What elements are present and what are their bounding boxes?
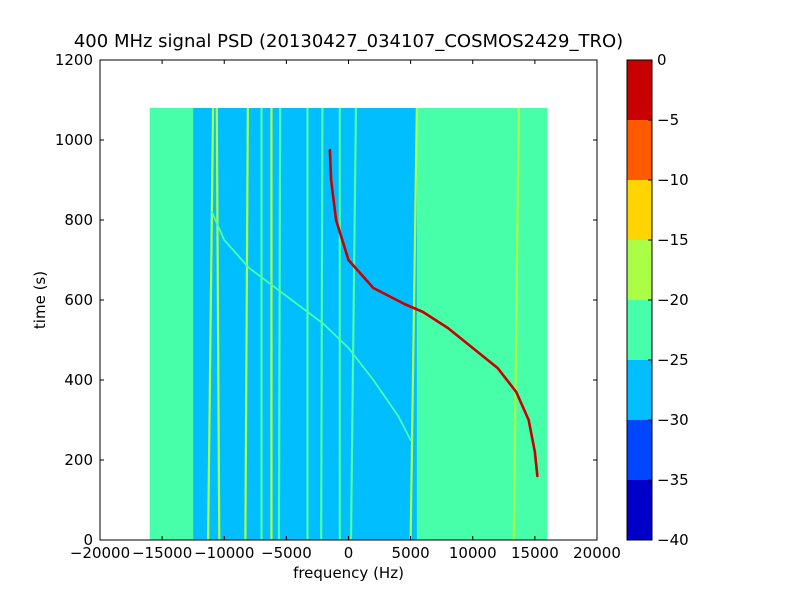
y-tick-label-1000: 1000	[55, 131, 93, 149]
vertical-signal-line-3	[244, 107, 249, 541]
vertical-signal-line-8	[320, 107, 324, 541]
colorbar-tick-label-7: −5	[657, 111, 679, 129]
x-tick-label--5000: −5000	[261, 544, 312, 562]
colorbar-segment-2	[627, 420, 652, 480]
plot-layer	[100, 60, 597, 541]
colorbar-segment-3	[627, 360, 652, 420]
x-tick-label--10000: −10000	[194, 544, 254, 562]
signal-track-2	[210, 211, 412, 441]
x-tick-label-15000: 15000	[511, 544, 559, 562]
x-tick-label-0: 0	[344, 544, 354, 562]
colorbar-layer: −40 −35 −30 −25 −20 −15 −10 −5 0	[626, 51, 689, 549]
x-tick-label--15000: −15000	[132, 544, 192, 562]
vertical-signal-line-12	[505, 107, 509, 541]
y-tick-label-400: 400	[64, 371, 93, 389]
colorbar-tick-label-3: −25	[657, 351, 689, 369]
y-tick-label-800: 800	[64, 211, 93, 229]
x-tick-label-10000: 10000	[449, 544, 497, 562]
y-axis-label: time (s)	[31, 271, 49, 329]
y-tick-label-1200: 1200	[55, 51, 93, 69]
signal-track-1	[328, 148, 539, 478]
vertical-signal-line-1	[206, 107, 215, 541]
colorbar-tick-label-2: −30	[657, 411, 689, 429]
colorbar-segment-4	[627, 300, 652, 360]
x-axis-label: frequency (Hz)	[293, 564, 404, 582]
x-tick-label-5000: 5000	[392, 544, 430, 562]
vertical-signal-line-13	[512, 107, 520, 541]
y-tick-label-0: 0	[83, 531, 93, 549]
colorbar-tick-label-6: −10	[657, 171, 689, 189]
colorbar-tick-label-0: −40	[657, 531, 689, 549]
vertical-signal-line-11	[409, 107, 418, 541]
vertical-signal-line-6	[277, 107, 282, 541]
colorbar-tick-label-5: −15	[657, 231, 689, 249]
axis-layer: −20000 −15000 −10000 −5000 0 5000 10000 15000 20…	[55, 51, 621, 562]
colorbar-segment-7	[627, 120, 652, 180]
colorbar-segment-8	[627, 60, 652, 120]
colorbar-segment-6	[627, 180, 652, 240]
x-tick-label--20000: −20000	[70, 544, 130, 562]
colorbar-tick-label-1: −35	[657, 471, 689, 489]
heatmap-inner-band	[193, 108, 417, 540]
x-tick-label-20000: 20000	[573, 544, 621, 562]
colorbar-tick-label-8: 0	[657, 51, 667, 69]
y-tick-label-600: 600	[64, 291, 93, 309]
colorbar-segment-5	[627, 240, 652, 300]
vertical-signal-line-2	[215, 107, 221, 541]
colorbar-segment-1	[627, 480, 652, 540]
y-tick-label-200: 200	[64, 451, 93, 469]
vertical-signal-line-10	[349, 107, 358, 541]
chart-title: 400 MHz signal PSD (20130427_034107_COSM…	[74, 31, 623, 52]
colorbar-tick-label-4: −20	[657, 291, 689, 309]
